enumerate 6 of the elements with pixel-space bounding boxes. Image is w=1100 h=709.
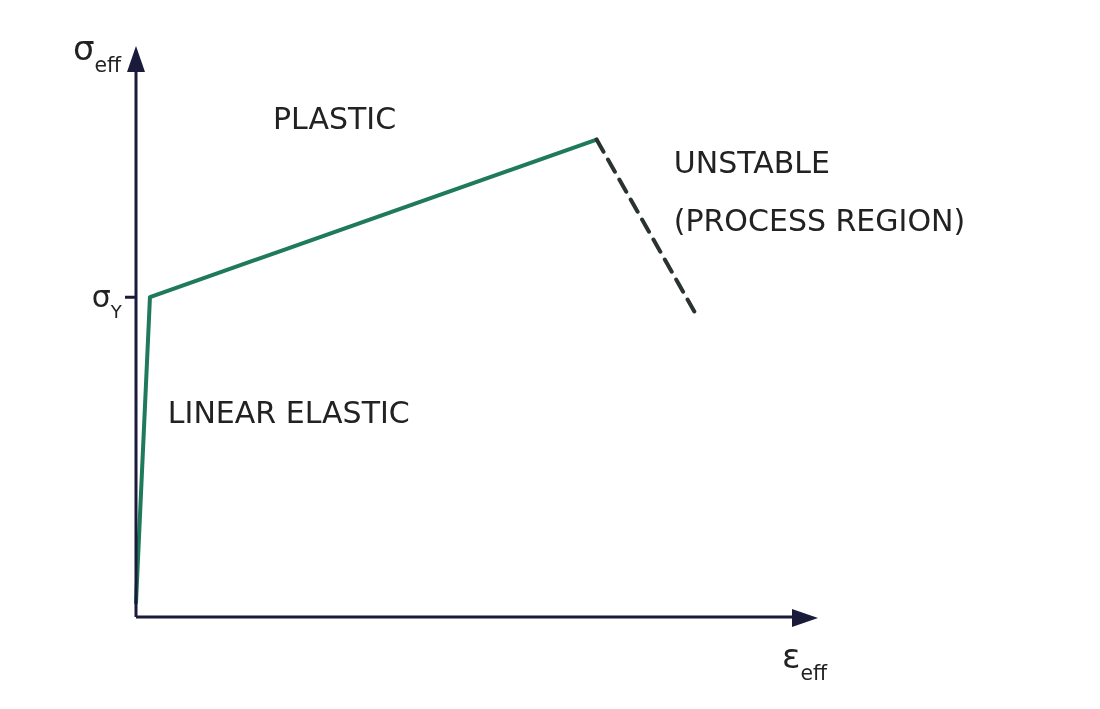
annotation: LINEAR ELASTIC: [167, 394, 410, 430]
text: PLASTIC: [272, 100, 397, 136]
annotation: UNSTABLE (PROCESS REGION): [673, 144, 966, 238]
y-axis-title: σ$_{eff}$: [73, 28, 123, 77]
x-axis-title: ε$_{eff}$: [782, 636, 828, 685]
text: σ$_{Y}$: [91, 279, 123, 322]
